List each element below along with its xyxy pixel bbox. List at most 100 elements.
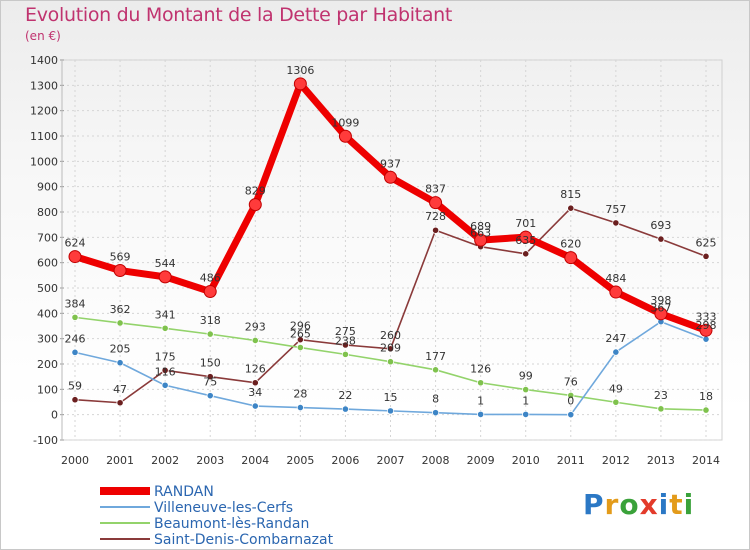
data-point (206, 392, 214, 400)
data-point (203, 285, 217, 299)
data-point (341, 350, 350, 358)
series-layer (68, 77, 713, 419)
x-tick-label: 2000 (61, 454, 89, 467)
data-label: 23 (654, 389, 668, 402)
data-label: 837 (425, 183, 446, 196)
x-tick-label: 2008 (422, 454, 450, 467)
data-label: 728 (425, 210, 446, 223)
data-label: 333 (696, 310, 717, 323)
x-tick-label: 2007 (377, 454, 405, 467)
data-point (699, 323, 713, 337)
x-tick-label: 2003 (196, 454, 224, 467)
data-point (71, 313, 79, 321)
data-label: 1 (522, 394, 529, 407)
logo-letter: i (658, 488, 670, 521)
x-tick-label: 2002 (151, 454, 179, 467)
data-point (702, 252, 710, 260)
data-label: 8 (432, 393, 439, 406)
data-point (519, 230, 533, 244)
y-tick-label: 1000 (30, 155, 58, 168)
logo-letter: P (583, 488, 605, 521)
data-label: 28 (293, 388, 307, 401)
data-point (429, 196, 443, 210)
y-tick-label: 200 (37, 358, 58, 371)
data-label: 398 (650, 294, 671, 307)
data-point (293, 77, 307, 91)
data-point (161, 381, 169, 389)
data-point (477, 379, 485, 387)
data-point (609, 285, 623, 299)
data-label: 484 (605, 272, 626, 285)
data-label: 486 (200, 272, 221, 285)
data-point (431, 226, 440, 234)
data-point (341, 341, 350, 349)
data-label: 238 (335, 334, 356, 347)
data-point (522, 250, 530, 258)
data-label: 367 (650, 302, 671, 315)
y-tick-label: 900 (37, 181, 58, 194)
data-point (431, 366, 440, 374)
data-point (161, 324, 169, 332)
data-point (657, 405, 665, 413)
data-label: 693 (650, 219, 671, 232)
y-tick-label: 600 (37, 257, 58, 270)
legend: RANDANVilleneuve-les-CerfsBeaumont-lès-R… (100, 484, 334, 548)
chart-subtitle: (en €) (25, 29, 61, 43)
x-tick-label: 2004 (241, 454, 269, 467)
data-point (567, 391, 575, 400)
data-point (384, 170, 397, 184)
data-label: 1306 (286, 64, 314, 77)
data-label: 47 (113, 383, 127, 396)
y-tick-label: 700 (37, 231, 58, 244)
data-label: 265 (290, 328, 311, 341)
data-label: 384 (65, 297, 86, 310)
proxiti-logo: Proxiti (583, 488, 694, 521)
data-label: 126 (245, 363, 266, 376)
data-point (341, 405, 350, 413)
data-label: 701 (515, 217, 536, 230)
y-tick-label: 0 (51, 409, 58, 422)
data-label: 275 (335, 325, 356, 338)
x-tick-label: 2014 (692, 454, 720, 467)
data-label: 1099 (331, 116, 359, 129)
x-tick-label: 2010 (512, 454, 540, 467)
data-point (657, 235, 665, 243)
logo-letter: i (683, 488, 695, 521)
data-point (206, 373, 214, 381)
data-point (251, 379, 259, 387)
data-label: 815 (560, 188, 581, 201)
data-point (68, 250, 82, 264)
data-label: 362 (110, 303, 131, 316)
data-point (702, 406, 710, 414)
data-point (338, 129, 352, 143)
data-point (612, 348, 620, 356)
data-point (206, 330, 214, 338)
logo-letter: o (619, 488, 640, 521)
data-point (296, 343, 304, 352)
data-label: 829 (245, 185, 266, 198)
data-point (522, 385, 530, 394)
data-label: 205 (110, 343, 131, 356)
data-label: 0 (567, 395, 574, 408)
data-point (71, 348, 79, 356)
data-point (161, 366, 169, 374)
data-label: 937 (380, 157, 401, 170)
data-point (654, 307, 668, 321)
legend-label: Villeneuve-les-Cerfs (154, 500, 293, 516)
x-tick-label: 2013 (647, 454, 675, 467)
data-point (386, 358, 395, 366)
y-tick-label: 400 (37, 307, 58, 320)
data-label: 246 (65, 332, 86, 345)
data-label: 689 (470, 220, 491, 233)
data-label: 296 (290, 320, 311, 333)
data-point (386, 345, 395, 353)
data-point (116, 319, 124, 327)
x-axis: 2000 2001 2002 2003 2004 2005 2006 2007 2008 2009… (61, 454, 720, 467)
data-point (251, 336, 259, 345)
data-label: 298 (696, 319, 717, 332)
y-tick-label: 100 (37, 383, 58, 396)
data-point (564, 251, 578, 265)
data-label: 209 (380, 342, 401, 355)
